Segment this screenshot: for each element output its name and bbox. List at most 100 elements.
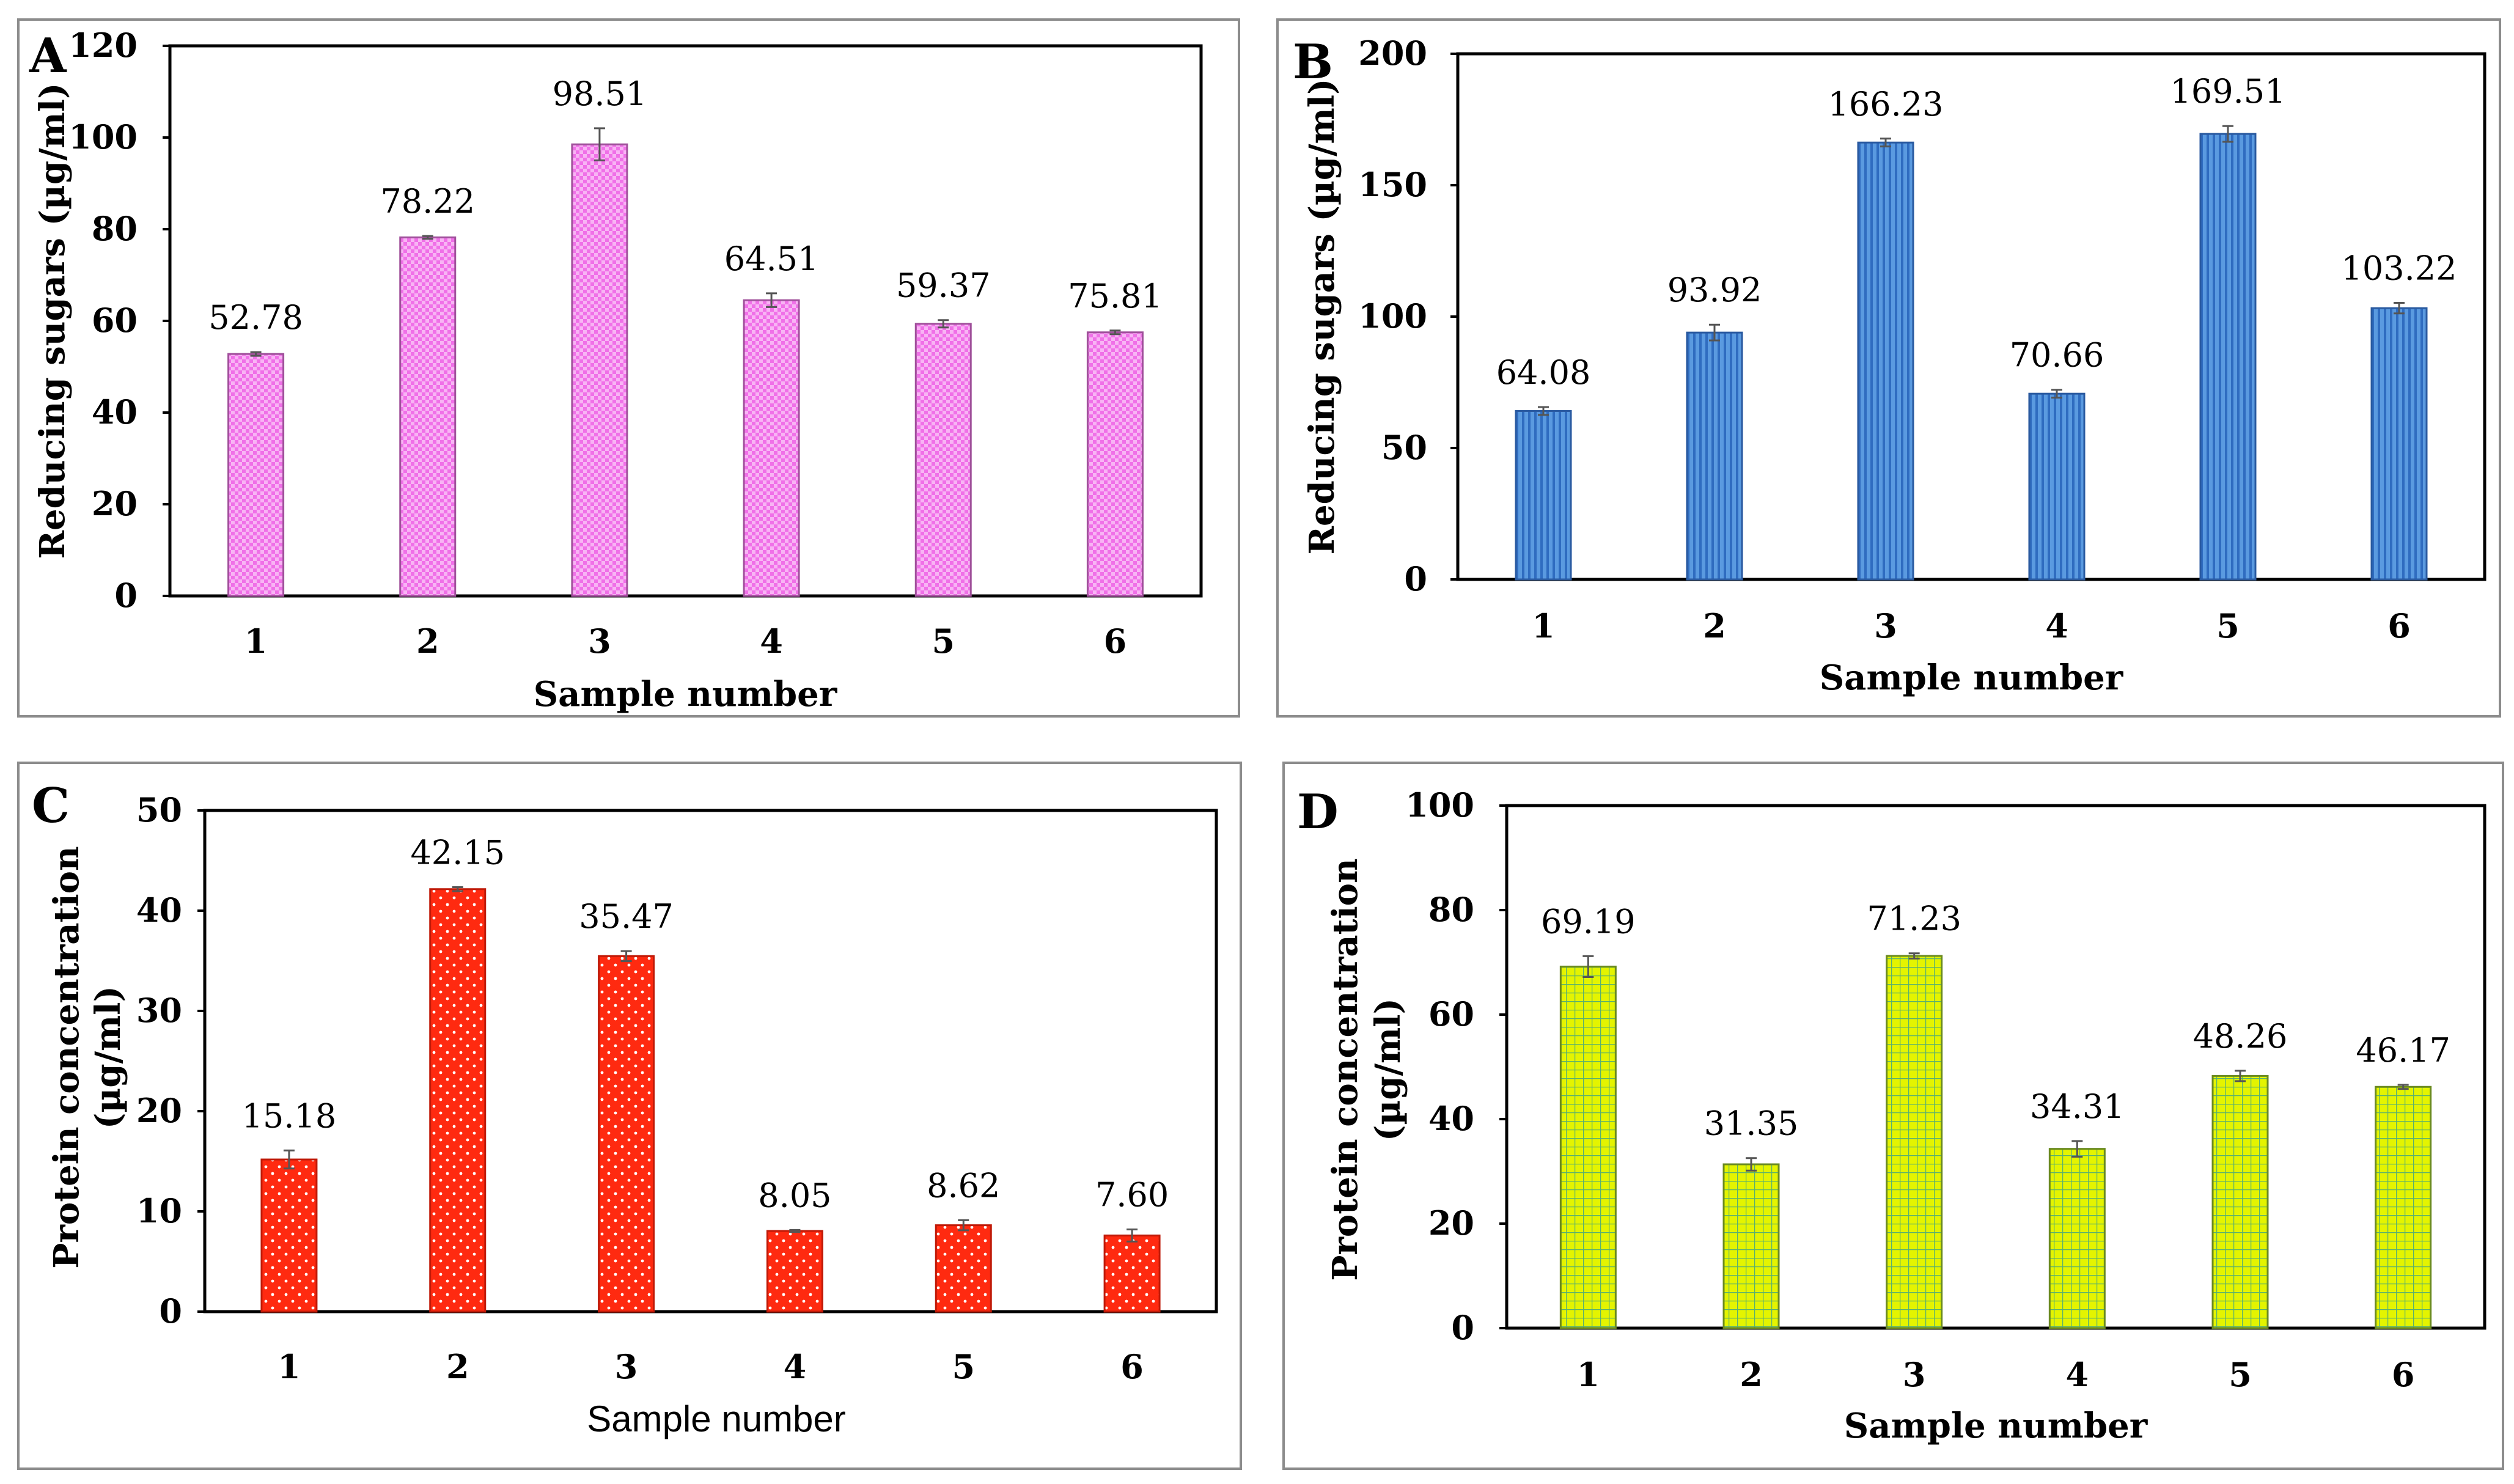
panel-a-x-tick-label-2: 2 bbox=[416, 622, 439, 661]
panel-d-x-tick-label-6: 6 bbox=[2392, 1355, 2415, 1394]
panel-a-x-tick-label-6: 6 bbox=[1104, 622, 1127, 661]
panel-d-data-label-5: 48.26 bbox=[2193, 1017, 2288, 1056]
panel-d-error-bar-5 bbox=[2235, 1070, 2246, 1082]
panel-b-x-tick-label-4: 4 bbox=[2045, 606, 2068, 645]
panel-c-data-label-4: 8.05 bbox=[758, 1176, 831, 1214]
panel-a-y-axis-label: Reducing sugars (µg/ml) bbox=[32, 83, 73, 559]
panel-c-bar-5 bbox=[935, 1224, 992, 1313]
panel-a-data-label-5: 59.37 bbox=[896, 266, 991, 305]
panel-d-y-tick-label: 20 bbox=[1428, 1203, 1474, 1243]
panel-c-y-tick-label: 40 bbox=[136, 891, 182, 930]
panel-c-y-tick-label: 10 bbox=[136, 1191, 182, 1230]
panel-a-x-tick-label-5: 5 bbox=[932, 622, 955, 661]
panel-c-error-bar-5 bbox=[958, 1219, 969, 1232]
panel-a-data-label-1: 52.78 bbox=[208, 298, 303, 337]
panel-b-bar-4 bbox=[2028, 392, 2086, 581]
panel-d-plot-area bbox=[1505, 804, 2486, 1330]
panel-a-y-tick-label: 0 bbox=[114, 576, 138, 615]
panel-c-error-bar-1 bbox=[283, 1149, 295, 1170]
panel-c-bar-6 bbox=[1103, 1234, 1161, 1313]
panel-c-data-label-6: 7.60 bbox=[1095, 1176, 1169, 1214]
panel-c-bar-3 bbox=[598, 955, 655, 1313]
panel-a-error-bar-5 bbox=[938, 319, 949, 329]
panel-b-error-bar-5 bbox=[2222, 125, 2233, 143]
panel-c-data-label-1: 15.18 bbox=[242, 1096, 337, 1135]
panel-a-error-bar-3 bbox=[594, 127, 605, 161]
panel-d-data-label-2: 31.35 bbox=[1704, 1104, 1799, 1143]
panel-b-error-bar-2 bbox=[1709, 323, 1720, 342]
panel-c-data-label-3: 35.47 bbox=[579, 897, 674, 936]
panel-c-error-bar-2 bbox=[452, 886, 463, 892]
panel-d-y-tick-label: 80 bbox=[1428, 890, 1474, 929]
panel-a-error-bar-2 bbox=[422, 235, 433, 240]
panel-a-bar-2 bbox=[399, 236, 457, 597]
panel-a-data-label-2: 78.22 bbox=[380, 182, 475, 221]
panel-b-x-axis-label: Sample number bbox=[1820, 658, 2124, 698]
panel-a-y-tick-label: 100 bbox=[68, 117, 138, 156]
panel-a-bar-1 bbox=[227, 353, 285, 597]
panel-b-bar-2 bbox=[1686, 331, 1743, 581]
panel-b-error-bar-4 bbox=[2051, 389, 2062, 399]
panel-b-x-tick-label-6: 6 bbox=[2387, 606, 2411, 645]
panel-a-y-tick-label: 40 bbox=[92, 392, 138, 432]
panel-b-data-label-5: 169.51 bbox=[2170, 72, 2286, 111]
panel-a-data-label-4: 64.51 bbox=[724, 240, 819, 278]
panel-d-data-label-6: 46.17 bbox=[2356, 1031, 2450, 1070]
panel-c-bar-2 bbox=[429, 888, 487, 1313]
panel-d-data-label-1: 69.19 bbox=[1541, 902, 1636, 941]
panel-d-data-label-4: 34.31 bbox=[2030, 1087, 2125, 1126]
panel-b-y-tick-label: 200 bbox=[1358, 34, 1427, 73]
panel-c-y-tick-label: 0 bbox=[159, 1291, 182, 1331]
panel-c-x-tick-label-3: 3 bbox=[615, 1347, 638, 1386]
panel-d: D 0 20 40 60 80 100 69.19 31.35 71.23 34.31 48.26… bbox=[1282, 762, 2504, 1470]
panel-c-y-tick-label: 20 bbox=[136, 1091, 182, 1130]
panel-d-y-tick-label: 100 bbox=[1405, 785, 1474, 825]
panel-a-bar-5 bbox=[914, 323, 972, 597]
panel-c-error-bar-6 bbox=[1127, 1229, 1138, 1243]
panel-d-x-tick-label-4: 4 bbox=[2066, 1355, 2089, 1394]
panel-d-data-label-3: 71.23 bbox=[1867, 900, 1961, 938]
panel-d-bar-3 bbox=[1886, 955, 1943, 1329]
panel-d-x-axis-label: Sample number bbox=[1844, 1406, 2148, 1446]
panel-b-y-tick-label: 100 bbox=[1358, 296, 1427, 336]
panel-b-data-label-4: 70.66 bbox=[2010, 336, 2104, 375]
panel-b-y-tick-label: 50 bbox=[1381, 428, 1427, 467]
panel-b-data-label-3: 166.23 bbox=[1828, 85, 1944, 123]
panel-a-x-tick-label-1: 1 bbox=[244, 622, 268, 661]
panel-c-data-label-2: 42.15 bbox=[410, 833, 505, 872]
panel-a-error-bar-1 bbox=[250, 351, 262, 357]
panel-d-x-tick-label-5: 5 bbox=[2229, 1355, 2252, 1394]
panel-a-bar-3 bbox=[571, 143, 628, 597]
panel-c-x-tick-label-2: 2 bbox=[446, 1347, 469, 1386]
panel-a-letter: A bbox=[29, 28, 67, 84]
panel-b-x-tick-label-2: 2 bbox=[1703, 606, 1726, 645]
panel-a-y-tick-label: 20 bbox=[92, 484, 138, 523]
panel-b-data-label-1: 64.08 bbox=[1496, 353, 1591, 392]
panel-a-x-tick-label-3: 3 bbox=[588, 622, 611, 661]
panel-b-letter: B bbox=[1293, 34, 1333, 90]
panel-d-letter: D bbox=[1297, 784, 1339, 840]
panel-b-x-tick-label-5: 5 bbox=[2216, 606, 2240, 645]
panel-b-bar-1 bbox=[1515, 410, 1572, 581]
panel-a-data-label-3: 98.51 bbox=[553, 75, 647, 113]
panel-a: A 0 20 40 60 80 100 120 52.78 78.22 98.51 64.51 59… bbox=[17, 18, 1240, 718]
panel-a-x-tick-label-4: 4 bbox=[760, 622, 783, 661]
panel-b-bar-3 bbox=[1857, 141, 1914, 581]
panel-c-data-label-5: 8.62 bbox=[927, 1166, 1000, 1205]
panel-a-data-label-6: 75.81 bbox=[1068, 277, 1163, 315]
panel-c-x-tick-label-6: 6 bbox=[1120, 1347, 1144, 1386]
panel-b-error-bar-3 bbox=[1880, 138, 1891, 148]
panel-a-y-tick-label: 120 bbox=[68, 26, 138, 65]
panel-b-bar-6 bbox=[2370, 307, 2428, 581]
panel-c-y-tick-label: 50 bbox=[136, 790, 182, 829]
panel-d-y-axis-label-line-2: (µg/ml) bbox=[1368, 998, 1408, 1141]
panel-a-y-tick-label: 60 bbox=[92, 301, 138, 340]
panel-a-error-bar-6 bbox=[1109, 329, 1121, 336]
panel-c-error-bar-4 bbox=[789, 1229, 801, 1233]
panel-d-bar-5 bbox=[2211, 1074, 2269, 1329]
panel-c: C 0 10 20 30 40 50 15.18 42.15 35.47 8.05 8.62 7.6… bbox=[17, 762, 1242, 1470]
panel-a-y-tick-label: 80 bbox=[92, 209, 138, 248]
panel-b-y-tick-label: 0 bbox=[1404, 559, 1427, 598]
panel-c-x-axis-label: Sample number bbox=[587, 1398, 846, 1439]
